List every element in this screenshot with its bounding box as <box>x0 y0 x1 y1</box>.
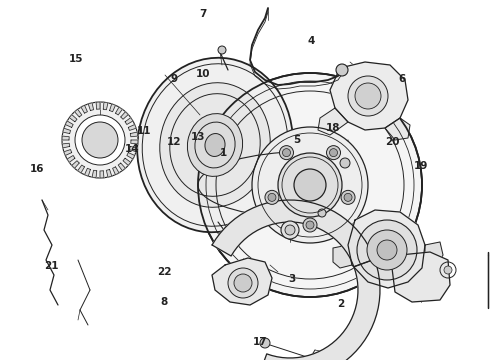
Circle shape <box>218 46 226 54</box>
Polygon shape <box>62 136 69 140</box>
Circle shape <box>260 338 270 348</box>
Circle shape <box>340 158 350 168</box>
Text: 20: 20 <box>385 137 399 147</box>
Polygon shape <box>212 200 374 267</box>
Polygon shape <box>113 167 119 175</box>
Circle shape <box>357 220 417 280</box>
Polygon shape <box>81 105 87 113</box>
Circle shape <box>367 230 407 270</box>
Text: 13: 13 <box>191 132 206 142</box>
Text: 10: 10 <box>196 69 211 79</box>
Ellipse shape <box>205 134 225 157</box>
Text: 16: 16 <box>29 164 44 174</box>
Circle shape <box>228 268 258 298</box>
Text: 6: 6 <box>398 74 405 84</box>
Polygon shape <box>129 147 137 152</box>
Polygon shape <box>64 149 72 156</box>
Polygon shape <box>130 132 138 137</box>
Text: 2: 2 <box>337 299 344 309</box>
Polygon shape <box>128 125 136 130</box>
Ellipse shape <box>160 83 270 207</box>
Polygon shape <box>125 118 133 125</box>
Polygon shape <box>333 245 352 268</box>
Polygon shape <box>116 107 122 115</box>
Text: 17: 17 <box>252 337 267 347</box>
Circle shape <box>234 274 252 292</box>
Polygon shape <box>77 165 84 173</box>
Circle shape <box>303 218 317 232</box>
Polygon shape <box>106 170 112 177</box>
Ellipse shape <box>137 58 293 232</box>
Circle shape <box>318 209 326 217</box>
Circle shape <box>444 266 452 274</box>
Circle shape <box>294 169 326 201</box>
Polygon shape <box>63 128 71 134</box>
Circle shape <box>283 149 291 157</box>
Polygon shape <box>348 210 425 288</box>
Text: 21: 21 <box>44 261 59 271</box>
Circle shape <box>62 102 138 178</box>
Polygon shape <box>65 121 73 127</box>
Text: 19: 19 <box>414 161 429 171</box>
Circle shape <box>348 76 388 116</box>
Polygon shape <box>74 109 82 117</box>
Text: 4: 4 <box>307 36 315 46</box>
Polygon shape <box>110 104 116 112</box>
Circle shape <box>285 225 295 235</box>
Text: 12: 12 <box>167 137 181 147</box>
Circle shape <box>279 146 294 159</box>
Circle shape <box>341 190 355 204</box>
Polygon shape <box>425 242 443 265</box>
Text: 5: 5 <box>293 135 300 145</box>
Polygon shape <box>67 156 75 162</box>
Circle shape <box>198 73 422 297</box>
Polygon shape <box>318 108 348 135</box>
Polygon shape <box>72 161 79 168</box>
Polygon shape <box>103 102 108 110</box>
Polygon shape <box>123 158 131 166</box>
Circle shape <box>326 146 341 159</box>
Polygon shape <box>127 153 135 159</box>
Circle shape <box>268 193 276 201</box>
Polygon shape <box>385 118 410 140</box>
Circle shape <box>377 240 397 260</box>
Ellipse shape <box>187 114 243 176</box>
Text: 7: 7 <box>199 9 207 19</box>
Polygon shape <box>392 252 450 302</box>
Polygon shape <box>69 114 77 122</box>
Polygon shape <box>131 140 138 144</box>
Polygon shape <box>62 143 70 148</box>
Circle shape <box>75 115 125 165</box>
Text: 14: 14 <box>125 144 140 154</box>
Polygon shape <box>100 171 104 178</box>
Polygon shape <box>88 103 94 111</box>
Circle shape <box>355 83 381 109</box>
Polygon shape <box>330 62 408 130</box>
Polygon shape <box>212 258 272 305</box>
Polygon shape <box>118 163 125 171</box>
Text: 8: 8 <box>161 297 168 307</box>
Polygon shape <box>259 259 380 360</box>
Circle shape <box>252 127 368 243</box>
Circle shape <box>306 221 314 229</box>
Polygon shape <box>92 170 97 178</box>
Circle shape <box>265 190 279 204</box>
Circle shape <box>329 149 338 157</box>
Text: 18: 18 <box>326 123 341 133</box>
Text: 15: 15 <box>69 54 83 64</box>
Circle shape <box>82 122 118 158</box>
Circle shape <box>281 221 299 239</box>
Text: 22: 22 <box>157 267 172 277</box>
Polygon shape <box>85 168 91 176</box>
Text: 3: 3 <box>288 274 295 284</box>
Circle shape <box>278 153 342 217</box>
Polygon shape <box>121 112 128 119</box>
Circle shape <box>336 64 348 76</box>
Polygon shape <box>96 102 100 109</box>
Text: 1: 1 <box>220 148 226 158</box>
Text: 11: 11 <box>137 126 152 136</box>
Text: 9: 9 <box>171 74 177 84</box>
Circle shape <box>344 193 352 201</box>
